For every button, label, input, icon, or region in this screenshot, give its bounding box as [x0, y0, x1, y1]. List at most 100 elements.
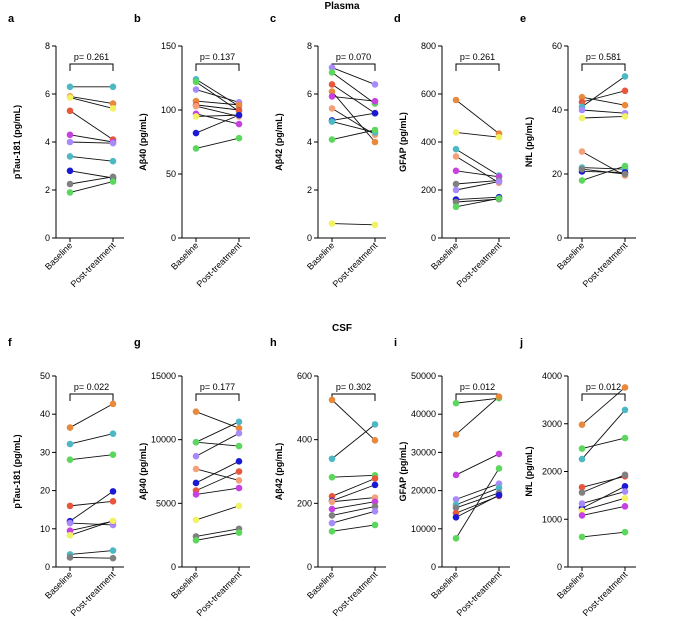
panel-j-y-label: NfL (pg/mL) — [524, 446, 534, 496]
panel-i-series-2-point-baseline — [452, 471, 460, 479]
panel-i-series-1-point-baseline — [452, 431, 460, 438]
panel-c-y-label: Aβ42 (pg/mL) — [274, 113, 284, 171]
panel-g-series-6-line — [195, 471, 240, 492]
panel-f-xtick-label-1: Post-treatment — [69, 569, 118, 618]
panel-g-series-8-point-baseline — [192, 516, 200, 524]
panel-j-series-6-line — [581, 497, 626, 512]
panel-e-pvalue: p= 0.581 — [586, 52, 621, 62]
panel-d-series-3-point-baseline — [452, 153, 460, 160]
panel-h-series-1-point-baseline — [328, 455, 336, 463]
panel-j-series-6-point-post — [621, 494, 629, 502]
panel-h-bracket — [331, 393, 376, 401]
panel-j-letter: j — [519, 337, 523, 349]
panel-b-series-7-point-baseline — [192, 113, 200, 120]
panel-e-series-1-line — [581, 90, 626, 103]
panel-f-series-3-point-post — [109, 497, 117, 505]
panel-d-ytick-label-4: 800 — [421, 41, 436, 51]
panel-f-series-1-point-post — [109, 430, 117, 437]
panel-f-series-3-point-baseline — [66, 502, 74, 510]
panel-j: j 0 1000 2000 3000 4000 BaselinePost-treatment… — [519, 337, 636, 618]
panel-j-series-7-point-baseline — [578, 512, 586, 519]
panel-c-xtick-label-1: Post-treatment — [331, 240, 380, 289]
panel-g-xtick-label-0: Baseline — [169, 569, 200, 600]
panel-h-series-4-line — [331, 484, 376, 502]
panel-a-series-5-line — [69, 141, 114, 144]
panel-c-series-8-point-baseline — [328, 136, 336, 143]
panel-f-series-5-point-baseline — [66, 519, 74, 527]
panel-i-series-4-point-post — [495, 484, 503, 492]
panel-g-series-5-line — [195, 460, 240, 484]
panel-j-xtick-label-0: Baseline — [555, 569, 586, 600]
panel-g-series-4-point-post — [235, 477, 243, 484]
panel-g-series-10-line — [195, 532, 240, 541]
panel-e-letter: e — [520, 13, 526, 25]
panel-g-series-5-point-post — [235, 458, 243, 465]
panel-h-ytick-label-0: 0 — [307, 562, 312, 572]
panel-d-letter: d — [394, 13, 401, 25]
panel-g-series-8-line — [195, 505, 240, 521]
panel-h-series-1-line — [331, 424, 376, 460]
panel-h-xtick-label-1: Post-treatment — [331, 569, 380, 618]
panel-b-ytick-label-1: 50 — [166, 169, 176, 179]
panel-f-y-label: pTau-181 (pg/mL) — [12, 434, 22, 508]
panel-c-series-6-line — [331, 112, 376, 121]
panel-g-series-9-line — [195, 528, 240, 537]
panel-h-series-8-point-baseline — [328, 519, 336, 527]
panel-g-series-0-point-baseline — [192, 408, 200, 415]
panel-j-series-8-point-post — [621, 488, 629, 495]
panel-a-series-9-point-baseline — [66, 189, 74, 196]
section-title-csf: CSF — [332, 323, 352, 334]
panel-i-series-7-line — [455, 494, 500, 518]
panel-h-series-6-point-post — [371, 498, 379, 506]
panel-j-series-7-point-post — [621, 503, 629, 510]
panel-a-ytick-label-4: 8 — [45, 41, 50, 51]
panel-b-series-2-point-baseline — [192, 86, 200, 93]
panel-d-series-6-line — [455, 181, 500, 191]
panel-e-series-4-point-post — [621, 113, 629, 120]
panel-c-ytick-label-2: 4 — [307, 137, 312, 147]
panel-j-series-2-point-post — [621, 406, 629, 414]
panel-e-series-3-line — [581, 109, 626, 114]
panel-a-series-2-point-baseline — [66, 94, 74, 101]
panel-i-pvalue: p= 0.012 — [460, 382, 495, 392]
panel-f-series-2-point-baseline — [66, 456, 74, 463]
panel-i-ytick-label-2: 20000 — [411, 486, 436, 496]
panel-h-ytick-label-2: 400 — [297, 435, 312, 445]
panel-i: i 0 10000 20000 30000 40000 50000 BaselinePost-… — [394, 337, 510, 618]
panel-i-series-5-point-baseline — [452, 504, 460, 512]
panel-j-series-4-line — [581, 474, 626, 493]
panel-f-series-2-line — [69, 454, 114, 461]
panel-f-pvalue: p= 0.022 — [74, 382, 109, 392]
panel-h-series-9-line — [331, 524, 376, 532]
panel-b-series-8-point-baseline — [192, 129, 200, 137]
panel-e-xtick-label-1: Post-treatment — [581, 240, 630, 289]
panel-g-series-1-line — [195, 421, 240, 443]
panel-j-ytick-label-0: 0 — [557, 562, 562, 572]
panel-f-series-7-line — [69, 520, 114, 536]
panel-b-series-8-line — [195, 114, 240, 134]
panel-c-series-0-point-post — [371, 81, 379, 88]
panel-g-series-2-point-post — [235, 442, 243, 450]
panel-g-y-label: Aβ40 (pg/mL) — [138, 443, 148, 501]
panel-e-y-label: NfL (pg/mL) — [524, 117, 534, 167]
panel-a-series-2-line — [69, 97, 114, 109]
panel-i-ytick-label-4: 40000 — [411, 409, 436, 419]
panel-a-series-1-line — [69, 95, 114, 105]
panel-a-series-5-point-baseline — [66, 138, 74, 146]
panel-j-series-7-line — [581, 505, 626, 516]
panel-a-ytick-label-2: 4 — [45, 137, 50, 147]
panel-a-series-6-point-post — [109, 157, 117, 165]
panel-c-series-7-point-baseline — [328, 118, 336, 125]
panel-a-ytick-label-3: 6 — [45, 89, 50, 99]
panel-c-series-3-point-baseline — [328, 88, 336, 95]
panel-e-series-8-line — [581, 168, 626, 175]
panel-j-series-6-point-baseline — [578, 507, 586, 514]
panel-c-series-9-line — [331, 223, 376, 226]
panel-j-series-8-line — [581, 491, 626, 504]
panel-h-letter: h — [270, 337, 277, 349]
panel-j-series-9-point-post — [621, 528, 629, 536]
panel-b-series-3-line — [195, 100, 240, 106]
panel-d-series-5-line — [455, 179, 500, 185]
panel-f-series-0-point-post — [109, 400, 117, 408]
